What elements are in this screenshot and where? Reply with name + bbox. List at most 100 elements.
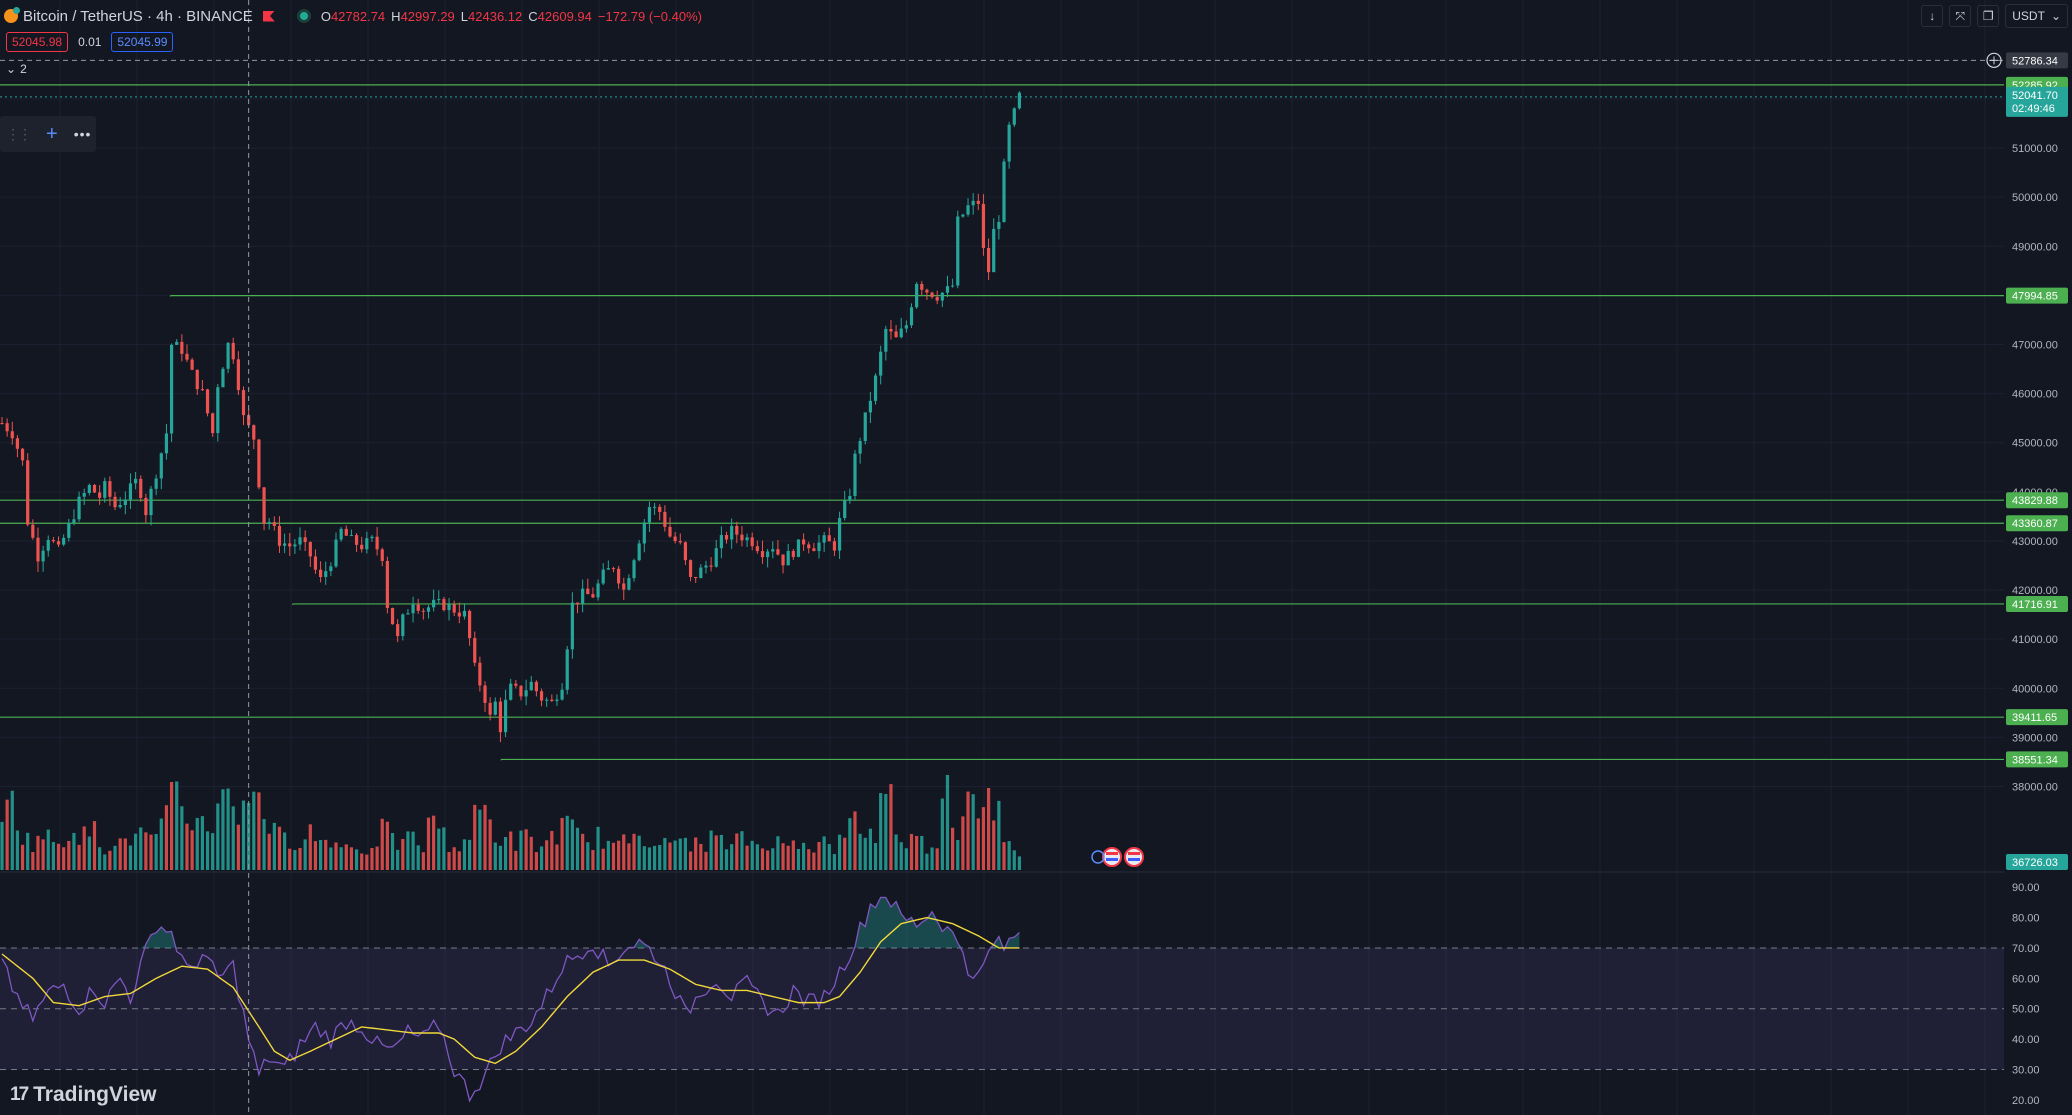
candle-body [262,487,266,524]
level-price-label-text: 47994.85 [2012,291,2058,303]
indicators-collapse-button[interactable]: ⌄ 2 [6,62,27,76]
price-tick-label: 45000.00 [2012,438,2058,450]
volume-bar [421,852,425,870]
volume-bar [622,834,626,870]
currency-select[interactable]: USDT ⌄ [2005,4,2068,28]
volume-bars [0,774,1022,870]
candle-body [41,550,45,562]
buy-button[interactable]: 52045.99 [111,32,174,52]
candle-body [46,540,50,551]
price-tick-label-text: 46000.00 [2012,389,2058,401]
candle-body [555,699,559,701]
add-alert-circle [1986,52,2002,68]
volume-bar [1012,850,1016,870]
volume-bar [20,844,25,870]
current-price-label: 52041.70 [2012,90,2058,102]
volume-bar [889,784,893,870]
sell-button[interactable]: 52045.98 [6,32,69,52]
volume-bar [617,840,621,870]
restore-icon[interactable]: ❐ [1977,5,2000,27]
volume-bar [5,799,9,870]
candle-body [468,610,472,639]
price-axis[interactable]: 52000.0051000.0050000.0049000.0048000.00… [1986,0,2072,1115]
volume-bar [652,845,657,870]
candle-body [128,483,133,500]
volume-bar [760,848,765,870]
market-status-icon[interactable] [296,9,311,23]
volume-bar [812,852,816,870]
volume-bar [699,843,703,870]
candle-body [570,602,574,650]
ohlc-open: O42782.74 [320,8,386,24]
price-tick-label-text: 49000.00 [2012,241,2058,253]
candle-body [581,588,585,605]
volume-bar [416,845,420,870]
volume-bar [462,839,467,870]
flag-icon[interactable] [262,10,275,22]
volume-bar [704,851,708,870]
volume-bar [935,848,939,870]
candle-body [1017,92,1022,109]
candle-body [462,610,467,617]
candle-body [524,690,528,697]
candle-body [396,624,400,637]
candle-body [185,353,189,360]
candle-body [853,453,857,496]
candle-body [915,283,919,308]
volume-bar [493,842,497,870]
candle-body [72,519,76,523]
volume-bar [442,827,446,870]
volume-bar [375,846,379,870]
candle-body [498,701,503,733]
volume-bar [175,781,179,870]
rsi-tick-label-text: 40.00 [2012,1034,2040,1046]
price-tick-label-text: 42000.00 [2012,585,2058,597]
crosshair-icon[interactable]: + [46,123,58,145]
volume-bar [714,835,718,870]
volume-bar [709,830,713,870]
candle-body [591,594,595,598]
candle-body [1007,124,1011,162]
volume-bar [98,847,102,870]
candle-body [103,481,107,498]
candle-body [118,505,122,508]
volume-bar [961,816,965,870]
volume-bar [560,817,564,870]
candle-body [909,307,914,326]
candle-body [98,492,102,498]
candle-body [606,568,610,570]
volume-bar [72,832,76,870]
volume-bar [766,850,770,870]
level-price-label-text: 41716.91 [2012,599,2058,611]
candle-body [437,599,441,601]
price-tick-label-text: 38000.00 [2012,782,2058,794]
volume-bar [730,844,734,870]
volume-bar [858,833,862,870]
horizontal-levels[interactable] [0,84,2004,761]
candle-body [329,566,333,572]
candle-body [288,543,292,547]
volume-bar [360,853,364,870]
volume-bar [781,843,785,870]
volume-bar [118,838,122,870]
symbol-title[interactable]: Bitcoin / TetherUS · 4h · BINANCE [23,7,253,25]
candle-body [51,540,55,542]
volume-bar [570,819,574,870]
volume-bar [724,849,729,870]
chevron-down-icon: ⌄ [2050,9,2061,23]
drag-handle-icon[interactable]: ⋮⋮ [6,125,32,142]
tradingview-logo[interactable]: 17 TradingView [10,1083,156,1107]
candle-body [611,568,616,570]
volume-bar [873,843,878,870]
candle-body [837,518,842,551]
candle-body [416,604,420,611]
economic-events[interactable] [1091,847,1144,867]
more-options-icon[interactable]: ••• [73,126,92,142]
candle-body [62,537,66,545]
candle-body [293,544,297,547]
arrow-down-icon[interactable]: ↓ [1921,5,1944,27]
fullscreen-icon[interactable]: ⤧ [1949,5,1972,27]
candle-body [200,389,204,391]
volume-bar [15,830,20,870]
